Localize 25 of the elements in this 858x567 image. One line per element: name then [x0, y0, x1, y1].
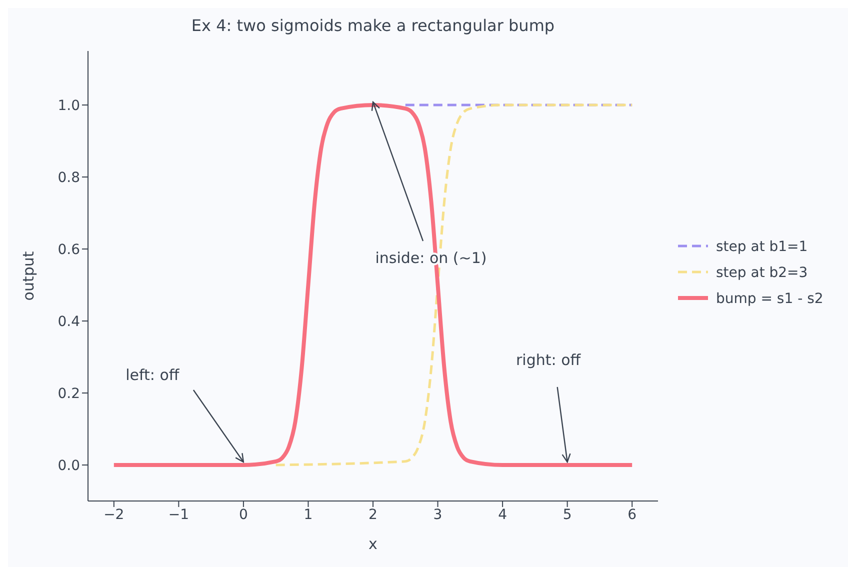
legend-label: step at b1=1 [716, 239, 808, 255]
y-tick-label: 0.0 [58, 458, 80, 474]
x-tick-label: −1 [168, 506, 189, 523]
legend-label: step at b2=3 [716, 265, 808, 281]
y-tick-label: 0.2 [58, 386, 80, 402]
y-tick-label: 0.4 [58, 314, 80, 330]
line-series [112, 103, 634, 467]
x-tick-label: 1 [304, 506, 313, 523]
x-tick-label: 2 [368, 506, 378, 523]
annotation: right: off [516, 351, 582, 369]
x-axis-title: x [368, 535, 378, 553]
chart-title: Ex 4: two sigmoids make a rectangular bump [191, 16, 555, 35]
line-series [274, 104, 634, 466]
y-axis-title: output [19, 251, 38, 301]
legend-label: bump = s1 - s2 [716, 291, 824, 307]
x-tick-label: 0 [238, 506, 248, 523]
x-tick-label: 3 [433, 506, 442, 523]
x-tick-label: 5 [562, 506, 572, 523]
annotation: left: off [126, 366, 180, 384]
x-tick-label: 6 [628, 506, 637, 523]
y-tick-label: 1.0 [58, 98, 80, 114]
x-tick-label: 4 [498, 506, 508, 523]
y-tick-label: 0.8 [58, 170, 80, 186]
x-tick-label: −2 [104, 506, 124, 523]
y-tick-label: 0.6 [58, 242, 80, 258]
